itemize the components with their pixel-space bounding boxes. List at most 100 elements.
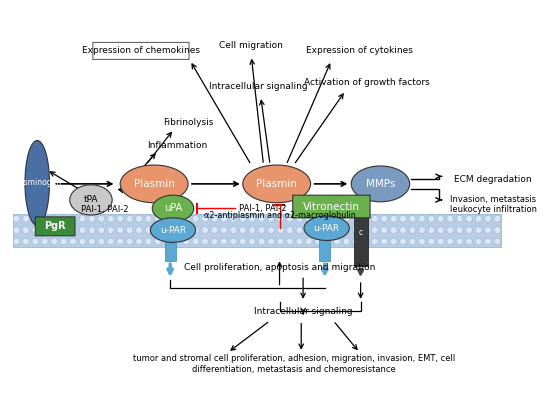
Circle shape xyxy=(287,227,293,233)
Circle shape xyxy=(466,216,472,222)
Circle shape xyxy=(353,216,359,222)
Circle shape xyxy=(173,238,180,245)
Circle shape xyxy=(32,238,39,245)
Circle shape xyxy=(390,238,397,245)
Circle shape xyxy=(145,216,152,222)
Bar xyxy=(13,214,501,247)
Ellipse shape xyxy=(243,165,311,203)
Circle shape xyxy=(155,238,161,245)
Circle shape xyxy=(23,227,29,233)
Circle shape xyxy=(126,238,133,245)
Circle shape xyxy=(305,216,312,222)
Circle shape xyxy=(155,227,161,233)
Circle shape xyxy=(211,238,218,245)
Circle shape xyxy=(117,238,124,245)
Circle shape xyxy=(324,227,331,233)
Circle shape xyxy=(315,227,322,233)
Text: PgR: PgR xyxy=(45,221,66,231)
Circle shape xyxy=(164,216,170,222)
Circle shape xyxy=(23,238,29,245)
Circle shape xyxy=(51,227,58,233)
Circle shape xyxy=(70,227,76,233)
Circle shape xyxy=(230,216,236,222)
Circle shape xyxy=(51,216,58,222)
Ellipse shape xyxy=(120,165,188,203)
Circle shape xyxy=(117,227,124,233)
Circle shape xyxy=(107,238,114,245)
Circle shape xyxy=(428,227,435,233)
Circle shape xyxy=(70,238,76,245)
Ellipse shape xyxy=(152,195,194,222)
Text: Fibrinolysis: Fibrinolysis xyxy=(163,118,214,127)
Circle shape xyxy=(456,227,463,233)
Text: tumor and stromal cell proliferation, adhesion, migration, invasion, EMT, cell
d: tumor and stromal cell proliferation, ad… xyxy=(133,354,455,374)
Circle shape xyxy=(447,227,454,233)
Text: MMPs: MMPs xyxy=(366,179,395,189)
Text: Inflammation: Inflammation xyxy=(147,141,208,150)
Circle shape xyxy=(494,216,501,222)
Circle shape xyxy=(400,216,406,222)
Circle shape xyxy=(334,238,340,245)
Circle shape xyxy=(485,238,491,245)
Circle shape xyxy=(145,227,152,233)
Circle shape xyxy=(41,227,48,233)
Circle shape xyxy=(371,227,378,233)
Circle shape xyxy=(466,227,472,233)
Circle shape xyxy=(136,227,142,233)
Circle shape xyxy=(155,216,161,222)
Circle shape xyxy=(32,216,39,222)
Circle shape xyxy=(277,227,284,233)
Circle shape xyxy=(249,227,256,233)
Circle shape xyxy=(202,227,208,233)
Circle shape xyxy=(400,227,406,233)
Circle shape xyxy=(343,227,350,233)
Text: Expression of cytokines: Expression of cytokines xyxy=(306,46,413,56)
Circle shape xyxy=(126,227,133,233)
Circle shape xyxy=(239,216,246,222)
Circle shape xyxy=(192,238,199,245)
Circle shape xyxy=(315,216,322,222)
Circle shape xyxy=(400,238,406,245)
Circle shape xyxy=(230,238,236,245)
Circle shape xyxy=(305,227,312,233)
Text: Plasmin: Plasmin xyxy=(134,179,174,189)
Text: c: c xyxy=(359,228,362,237)
Circle shape xyxy=(353,238,359,245)
Circle shape xyxy=(334,227,340,233)
Circle shape xyxy=(258,227,265,233)
Circle shape xyxy=(428,216,435,222)
Circle shape xyxy=(390,216,397,222)
Circle shape xyxy=(390,227,397,233)
Circle shape xyxy=(79,238,86,245)
Circle shape xyxy=(437,216,444,222)
Ellipse shape xyxy=(304,216,349,241)
Circle shape xyxy=(249,216,256,222)
Circle shape xyxy=(89,238,95,245)
Circle shape xyxy=(268,216,274,222)
Circle shape xyxy=(60,216,67,222)
Circle shape xyxy=(98,238,104,245)
Circle shape xyxy=(221,227,227,233)
Circle shape xyxy=(287,216,293,222)
Bar xyxy=(319,209,331,261)
Circle shape xyxy=(381,216,388,222)
Circle shape xyxy=(409,227,416,233)
Text: Cell migration: Cell migration xyxy=(219,41,283,50)
Circle shape xyxy=(221,238,227,245)
Circle shape xyxy=(428,238,435,245)
Circle shape xyxy=(60,238,67,245)
Text: Activation of growth factors: Activation of growth factors xyxy=(304,77,430,87)
Circle shape xyxy=(13,216,20,222)
Circle shape xyxy=(381,238,388,245)
Circle shape xyxy=(183,227,190,233)
Circle shape xyxy=(173,227,180,233)
Circle shape xyxy=(13,227,20,233)
Text: Invasion, metastasis
leukocyte infiltration: Invasion, metastasis leukocyte infiltrat… xyxy=(450,195,537,214)
Circle shape xyxy=(136,216,142,222)
Circle shape xyxy=(287,238,293,245)
Text: uPA: uPA xyxy=(164,203,182,214)
Circle shape xyxy=(98,227,104,233)
Circle shape xyxy=(60,227,67,233)
Circle shape xyxy=(126,216,133,222)
Circle shape xyxy=(456,238,463,245)
